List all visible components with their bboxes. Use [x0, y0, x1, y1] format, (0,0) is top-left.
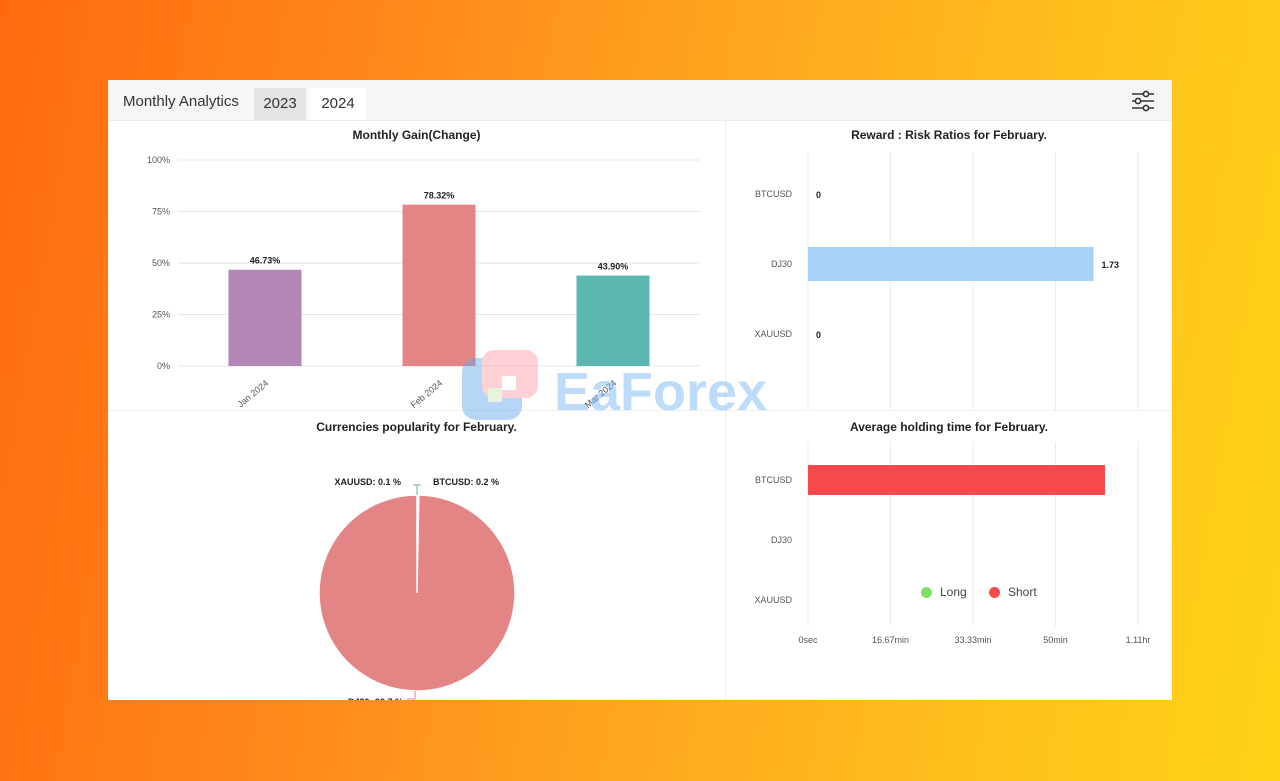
holding-plot-area: 0sec 16.67min 33.33min 50min 1.11hr BTCUSD DJ3…: [754, 442, 1150, 645]
analytics-header: Monthly Analytics 2023 2024: [108, 80, 1172, 121]
x-tick-label: Mar 2024: [583, 378, 619, 410]
x-tick-label: 50min: [1043, 635, 1068, 645]
bar-dj30: [808, 247, 1094, 281]
legend-dot-long: [921, 587, 932, 599]
x-tick-label: 16.67min: [872, 635, 909, 645]
legend-label-short: Short: [1008, 585, 1037, 599]
x-tick-label: 0sec: [798, 635, 818, 645]
y-tick-label: 25%: [152, 310, 170, 320]
gain-chart: 0% 25% 50% 75% 100% 46.73% Jan 2024 78.32% Feb 2…: [147, 155, 700, 410]
filter-button[interactable]: [1130, 89, 1156, 113]
bar-value-label: 78.32%: [424, 191, 455, 201]
tab-2024[interactable]: 2024: [310, 88, 366, 120]
legend-dot-short: [989, 587, 1000, 599]
y-tick-label: BTCUSD: [755, 475, 793, 485]
y-tick-label: XAUUSD: [754, 329, 792, 339]
pie-label-btcusd: BTCUSD: 0.2 %: [433, 477, 499, 487]
x-tick-label: 33.33min: [954, 635, 991, 645]
pie-label-xauusd: XAUUSD: 0.1 %: [334, 477, 401, 487]
legend-item-long[interactable]: Long: [921, 585, 967, 599]
horizontal-divider: [108, 410, 1172, 411]
bar-value-label: 46.73%: [250, 256, 281, 266]
popularity-chart: XAUUSD: 0.1 % BTCUSD: 0.2 % DJ30: 99.7 %: [318, 477, 516, 700]
x-tick-label: Jan 2024: [235, 378, 270, 409]
x-tick-label: 1.11hr: [1126, 635, 1151, 645]
legend-item-short[interactable]: Short: [989, 585, 1037, 599]
bar-jan-2024: [228, 269, 302, 366]
analytics-panel: Monthly Analytics 2023 2024 Monthly Gain…: [108, 80, 1172, 700]
risk-chart-title: Reward : Risk Ratios for February.: [851, 128, 1047, 142]
pie-label-dj30: DJ30: 99.7 %: [348, 697, 403, 700]
pie-slice-dj30: [318, 494, 516, 692]
page-title: Monthly Analytics: [123, 93, 239, 110]
bar-value-label: 0: [816, 190, 821, 200]
sliders-icon: [1132, 90, 1154, 112]
bar-value-label: 1.73: [1101, 260, 1119, 270]
leader-line: [407, 691, 416, 700]
y-tick-label: 50%: [152, 258, 170, 268]
bar-value-label: 43.90%: [598, 262, 629, 272]
y-tick-label: XAUUSD: [754, 595, 792, 605]
y-tick-label: 75%: [152, 207, 170, 217]
y-tick-label: 0%: [157, 361, 170, 371]
gain-chart-title: Monthly Gain(Change): [352, 128, 481, 142]
popularity-chart-title: Currencies popularity for February.: [316, 420, 517, 434]
legend-label-long: Long: [940, 585, 967, 599]
x-tick-label: Feb 2024: [409, 378, 445, 410]
y-tick-label: BTCUSD: [755, 189, 793, 199]
tab-2023[interactable]: 2023: [254, 88, 306, 120]
holding-chart-title: Average holding time for February.: [849, 420, 1049, 434]
y-tick-label: DJ30: [771, 259, 792, 269]
holding-chart: 0sec 16.67min 33.33min 50min 1.11hr BTCUSD DJ3…: [754, 442, 1150, 645]
y-tick-label: DJ30: [771, 535, 792, 545]
bar-feb-2024: [402, 204, 476, 366]
bar-value-label: 0: [816, 330, 821, 340]
y-tick-label: 100%: [147, 155, 170, 165]
bar-short-btcusd: [808, 465, 1105, 495]
bar-mar-2024: [576, 275, 650, 366]
